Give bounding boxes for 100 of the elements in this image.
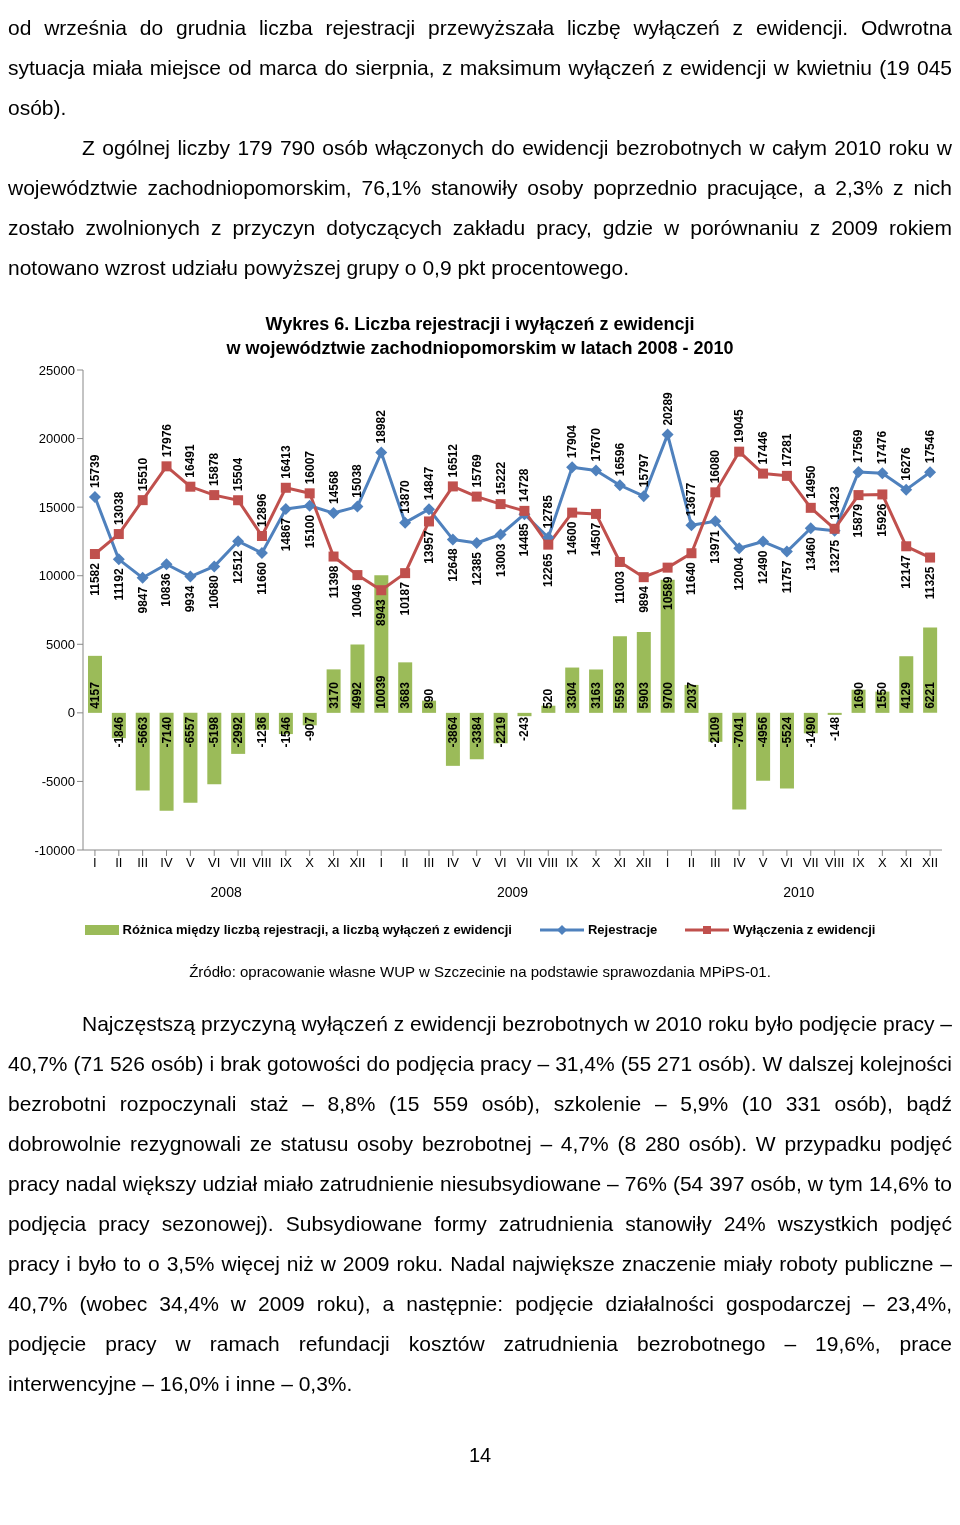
data-label: 15797 bbox=[636, 453, 651, 488]
point bbox=[757, 535, 770, 548]
x-tick-label: VI bbox=[494, 855, 507, 871]
point bbox=[780, 545, 793, 558]
data-label: 13003 bbox=[493, 543, 508, 577]
data-label: 5593 bbox=[612, 681, 627, 709]
data-label: 10680 bbox=[207, 575, 222, 609]
data-label: 10046 bbox=[350, 583, 365, 618]
point bbox=[327, 507, 340, 520]
x-tick-label: X bbox=[305, 855, 315, 871]
text: od września do grudnia liczba rejestracji przewyższała liczbę wyłączeń z ewidencji. Odwrotna sytuacja miała miejsce od marca do sierpnia, z maksimum wyłączeń z ewidencji w kwietniu (19 045 osób). bbox=[8, 15, 952, 121]
text: 2009 bbox=[495, 884, 530, 900]
data-label: 15878 bbox=[207, 452, 222, 487]
point bbox=[686, 548, 697, 559]
data-label: -4956 bbox=[756, 716, 771, 748]
data-label: -3864 bbox=[445, 716, 460, 748]
data-label: 13870 bbox=[398, 479, 413, 514]
x-tick-label: VII bbox=[802, 855, 819, 871]
data-label: 16007 bbox=[302, 450, 317, 485]
data-label: -1546 bbox=[278, 716, 293, 748]
data-label: -6557 bbox=[183, 716, 198, 748]
data-label: 15739 bbox=[87, 454, 102, 489]
y-tick-label: 15000 bbox=[38, 499, 75, 515]
x-tick-label: XI bbox=[327, 855, 340, 871]
data-label: 14568 bbox=[326, 470, 341, 505]
data-label: 16080 bbox=[708, 449, 723, 484]
point bbox=[160, 558, 173, 571]
data-label: 890 bbox=[422, 688, 437, 709]
point bbox=[233, 495, 244, 506]
point bbox=[566, 461, 579, 474]
data-label: 9894 bbox=[636, 585, 651, 613]
point bbox=[280, 482, 291, 493]
x-tick-label: IV bbox=[160, 855, 173, 871]
point bbox=[161, 461, 172, 472]
data-label: 520 bbox=[541, 688, 556, 709]
data-label: 12385 bbox=[469, 551, 484, 586]
x-tick-label: IX bbox=[852, 855, 865, 871]
point bbox=[112, 553, 125, 566]
point bbox=[422, 503, 435, 516]
point bbox=[925, 552, 936, 563]
data-label: 5903 bbox=[636, 681, 651, 709]
point bbox=[232, 535, 245, 548]
data-label: 15038 bbox=[350, 463, 365, 498]
data-label: 16491 bbox=[183, 444, 198, 478]
point bbox=[185, 481, 196, 492]
data-label: 17904 bbox=[565, 424, 580, 459]
x-tick-label: I bbox=[665, 855, 670, 871]
text: Z ogólnej liczby 179 790 osób włączonych do ewidencji bezrobotnych w całym 2010 roku w województwie zachodniopomorskim, 76,1% stanowiły osoby poprzednio pracujące, a 2,3% z nich zostało zwolnionych z przyczyn dotyczących zakładu pracy, gdzie w porównaniu z 2009 rokiem notowano wzrost udziału powyższej grupy o 0,9 pkt procentowego. bbox=[8, 135, 952, 281]
point bbox=[88, 491, 101, 504]
data-label: 11582 bbox=[87, 562, 102, 596]
x-tick-label: III bbox=[137, 855, 149, 871]
point bbox=[852, 465, 865, 478]
text: 14 bbox=[467, 1444, 493, 1467]
y-tick-label: 10000 bbox=[38, 568, 75, 584]
data-label: 16413 bbox=[278, 445, 293, 479]
data-label: 3683 bbox=[398, 681, 413, 709]
data-label: 3170 bbox=[326, 681, 341, 709]
data-label: 15926 bbox=[875, 503, 890, 537]
point bbox=[519, 505, 530, 516]
data-label: 10187 bbox=[398, 581, 413, 616]
data-label: -1236 bbox=[255, 716, 270, 748]
legend-label: Wyłączenia z ewidencji bbox=[733, 922, 876, 937]
data-label: 4157 bbox=[88, 681, 102, 709]
point bbox=[303, 499, 316, 512]
x-tick-label: X bbox=[591, 855, 601, 871]
data-label: 14600 bbox=[565, 521, 580, 555]
point bbox=[734, 446, 745, 457]
point bbox=[495, 499, 506, 510]
data-label: -1846 bbox=[111, 716, 126, 748]
x-tick-label: VIII bbox=[538, 855, 559, 871]
x-tick-label: II bbox=[401, 855, 409, 871]
data-label: 12265 bbox=[541, 553, 556, 588]
data-label: 19045 bbox=[732, 408, 747, 443]
point bbox=[924, 466, 937, 479]
point bbox=[591, 508, 602, 519]
data-label: 14507 bbox=[589, 522, 604, 557]
data-label: 15100 bbox=[302, 514, 317, 549]
x-tick-label: VII bbox=[516, 855, 533, 871]
x-tick-label: XII bbox=[635, 855, 652, 871]
point bbox=[804, 522, 817, 535]
point bbox=[470, 537, 483, 550]
x-tick-label: VI bbox=[780, 855, 794, 871]
data-label: 13677 bbox=[684, 482, 699, 517]
point bbox=[279, 502, 292, 515]
legend-label: Rejestracje bbox=[587, 922, 658, 937]
data-label: 14950 bbox=[803, 465, 818, 499]
data-label: 12147 bbox=[899, 554, 914, 589]
point bbox=[376, 585, 387, 596]
point bbox=[614, 556, 625, 567]
text: Najczęstszą przyczyną wyłączeń z ewidencji bezrobotnych w 2010 roku było podjęcie pracy – 40,7% (71 526 osób) i brak gotowości do podjęcia pracy – 31,4% (55 271 osób). W dalszej kolejności bezrobotni rozpoczynali staż – 8,8% (15 559 osób), szkolenie – 5,9% (10 331 osób), bądź dobrowolnie rezygnowali ze statusu osoby bezrobotnej – 4,7% (8 280 osób). W przypadku podjęć pracy nadal większy udział miało zatrudnienie niesubsydiowane – 76% (54 397 osób, w tym 14,6% to podjęcia pracy sezonowej). Subsydiowane formy zatrudnienia stanowiły 24% wszystkich podjęć pracy i było to o 3,5% więcej niż w 2009 roku. Nadal największe znaczenie miały roboty publiczne – 40,7% (wobec 34,4% w 2009 roku), a następnie: podjęcie działalności gospodarczej – 23,4%, podjęcie pracy w ramach refundacji kosztów zatrudnienia bezrobotnego – 19,6%, prace interwencyjne – 16,0% i inne – 0,3%. bbox=[8, 1012, 952, 1395]
y-tick-label: -5000 bbox=[41, 774, 75, 790]
point bbox=[710, 487, 721, 498]
data-label: 8943 bbox=[374, 598, 389, 626]
data-label: 9934 bbox=[183, 585, 198, 613]
point bbox=[351, 500, 364, 513]
data-label: 17446 bbox=[756, 430, 771, 465]
data-label: 13460 bbox=[803, 536, 818, 571]
point bbox=[661, 428, 674, 441]
point bbox=[638, 572, 649, 583]
data-label: 4129 bbox=[899, 681, 914, 709]
